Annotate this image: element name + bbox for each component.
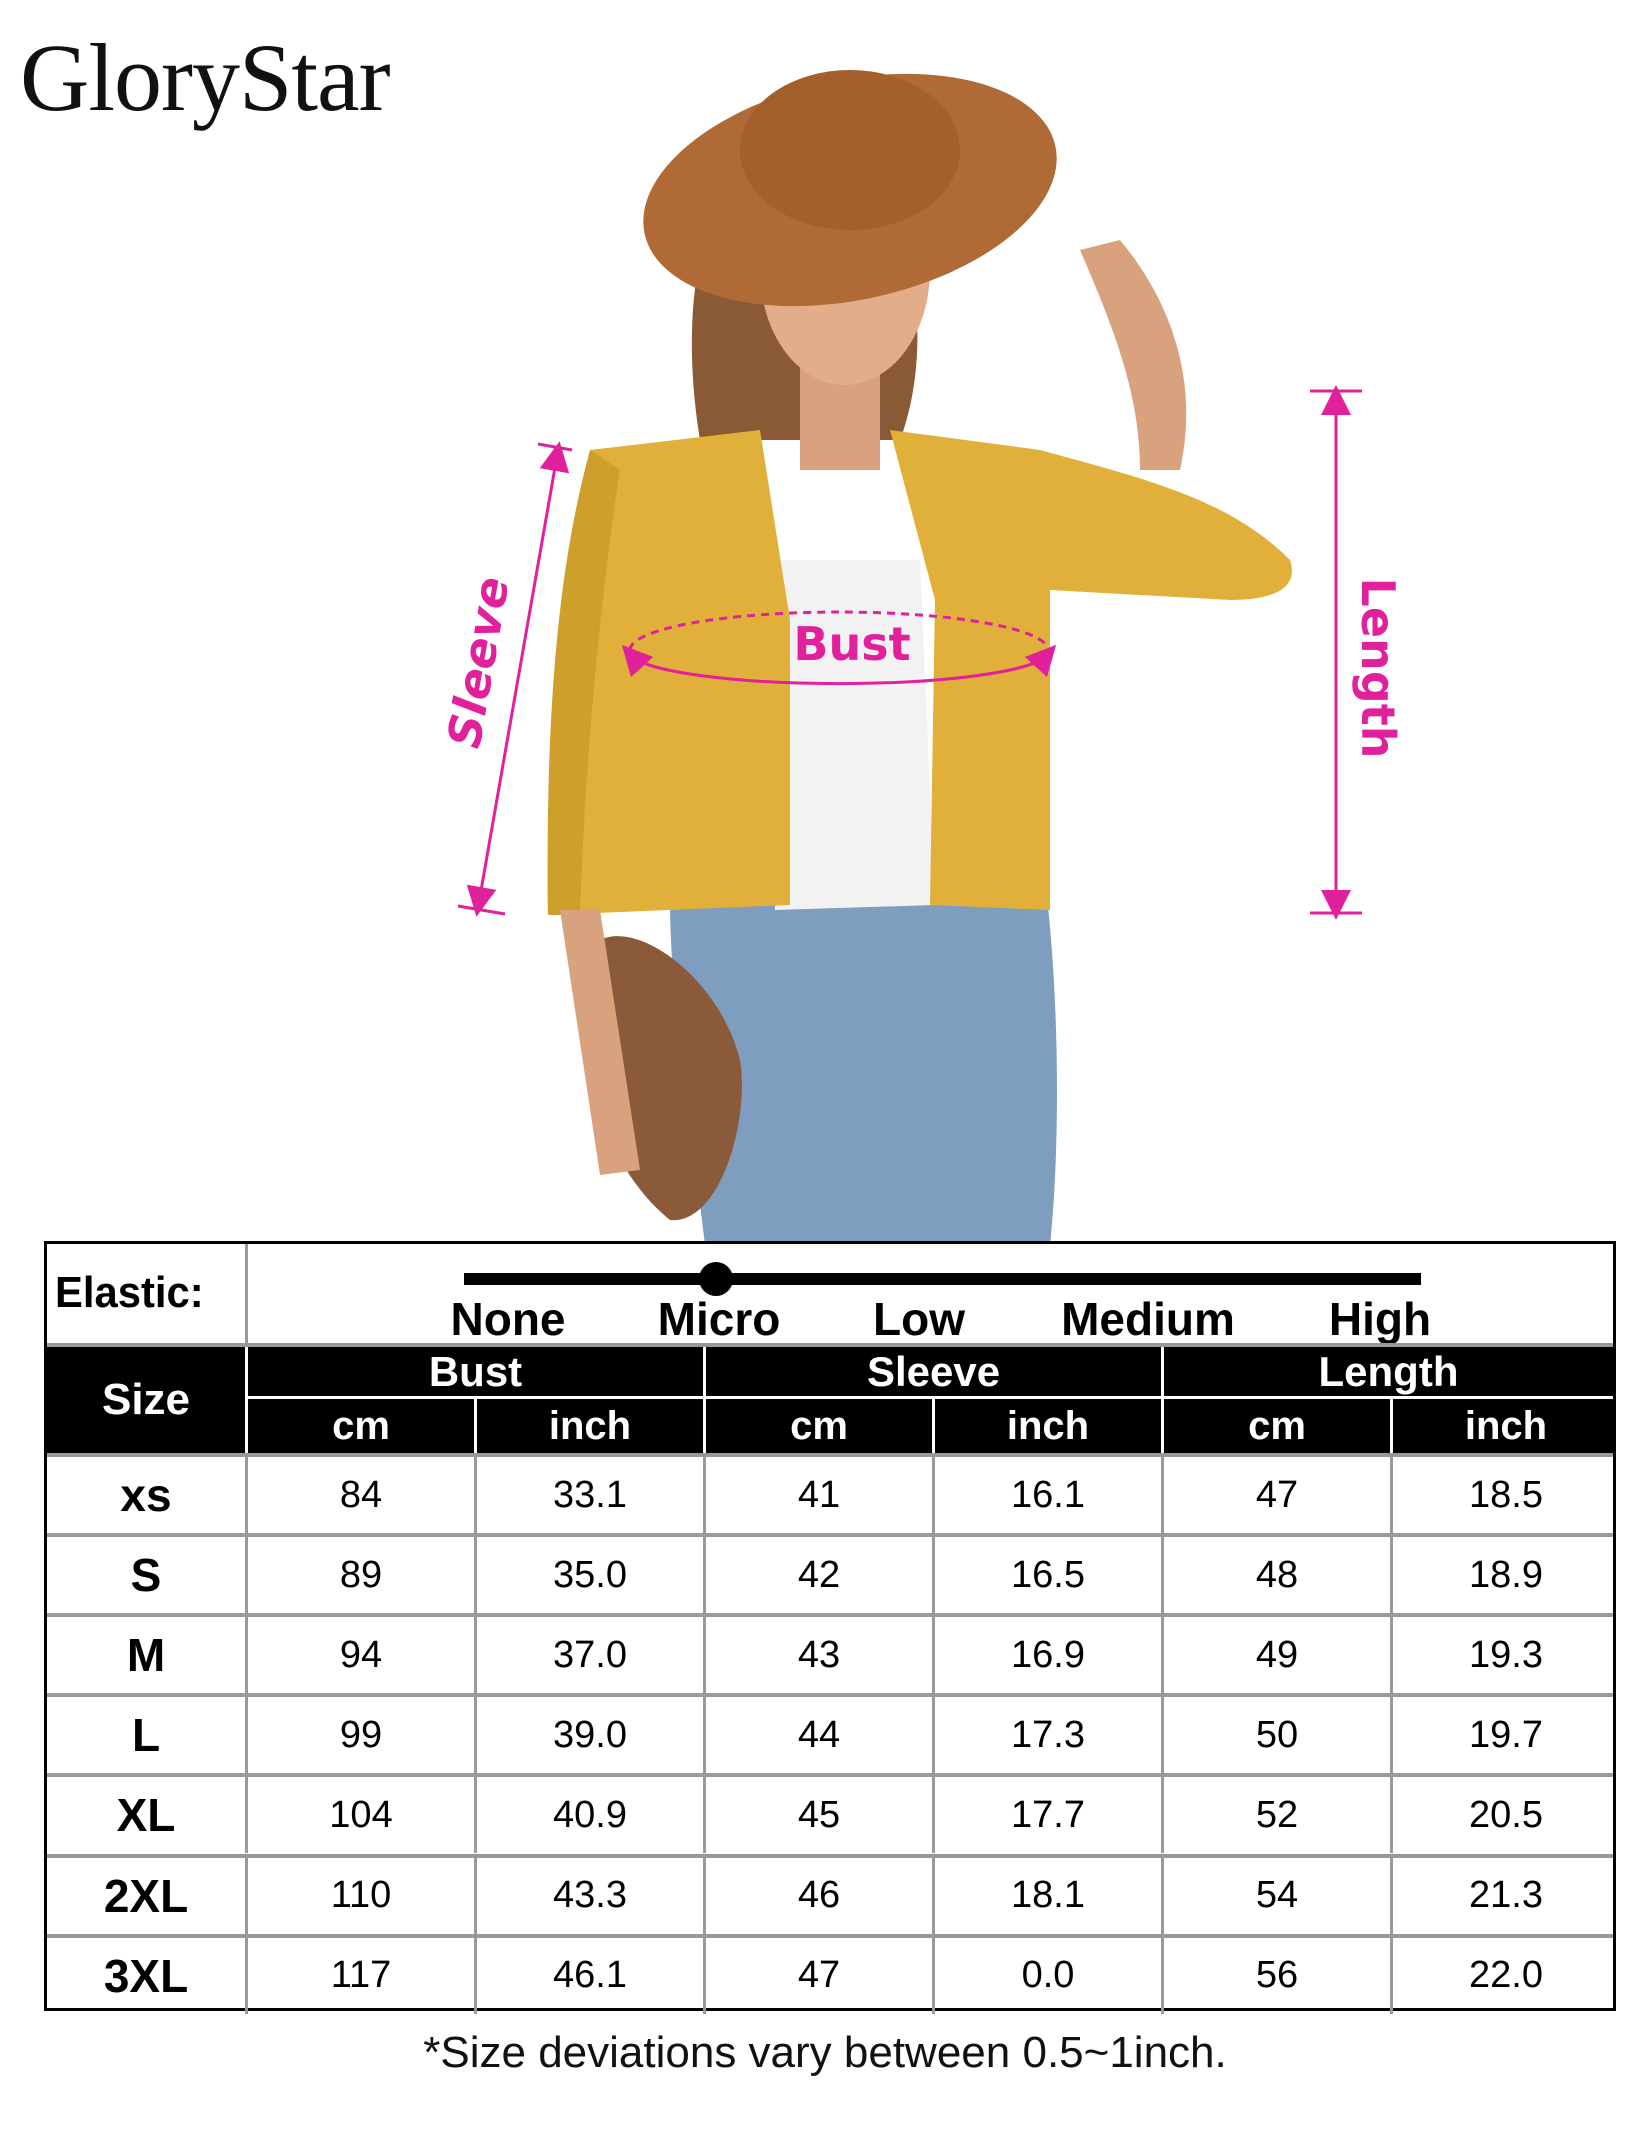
level-high: High — [1328, 1293, 1432, 1345]
value-cell: 47 — [1161, 1457, 1390, 1533]
value-cell: 39.0 — [474, 1697, 703, 1774]
value-cell: 16.9 — [932, 1617, 1161, 1694]
length-measure — [1310, 385, 1362, 920]
value-cell: 22.0 — [1390, 1937, 1619, 2014]
value-cell: 56 — [1161, 1937, 1390, 2014]
value-cell: 110 — [245, 1857, 474, 1934]
model-figure — [547, 70, 1292, 1245]
table-row: 2XL 110 43.3 46 18.1 54 21.3 — [47, 1853, 1613, 1934]
value-cell: 99 — [245, 1697, 474, 1774]
value-cell: 19.7 — [1390, 1697, 1619, 1774]
unit-header-cm: cm — [245, 1399, 474, 1453]
size-chart-table: Elastic: None Micro Low Medium High Size… — [44, 1241, 1616, 2014]
table-row: M 94 37.0 43 16.9 49 19.3 — [47, 1613, 1613, 1694]
value-cell: 42 — [703, 1537, 932, 1614]
value-cell: 21.3 — [1390, 1857, 1619, 1934]
value-cell: 35.0 — [474, 1537, 703, 1614]
value-cell: 16.5 — [932, 1537, 1161, 1614]
bust-label: Bust — [793, 617, 910, 671]
table-row: L 99 39.0 44 17.3 50 19.7 — [47, 1693, 1613, 1774]
value-cell: 33.1 — [474, 1457, 703, 1533]
value-cell: 54 — [1161, 1857, 1390, 1934]
value-cell: 41 — [703, 1457, 932, 1533]
length-header: Length — [1161, 1347, 1613, 1399]
value-cell: 20.5 — [1390, 1777, 1619, 1854]
unit-header-cm: cm — [1161, 1399, 1390, 1453]
elasticity-scale — [464, 1273, 1421, 1285]
bust-header: Bust — [245, 1347, 703, 1399]
value-cell: 45 — [703, 1777, 932, 1854]
unit-header-inch: inch — [474, 1399, 703, 1453]
level-none: None — [450, 1293, 566, 1345]
level-low: Low — [873, 1293, 965, 1345]
value-cell: 43.3 — [474, 1857, 703, 1934]
value-cell: 44 — [703, 1697, 932, 1774]
table-row: XL 104 40.9 45 17.7 52 20.5 — [47, 1773, 1613, 1854]
value-cell: 89 — [245, 1537, 474, 1614]
value-cell: 43 — [703, 1617, 932, 1694]
level-micro: Micro — [657, 1293, 781, 1345]
table-row: 3XL 117 46.1 47 0.0 56 22.0 — [47, 1933, 1613, 2014]
unit-header-cm: cm — [703, 1399, 932, 1453]
elastic-label: Elastic: — [55, 1268, 204, 1317]
size-cell: 3XL — [103, 1949, 189, 2002]
value-cell: 49 — [1161, 1617, 1390, 1694]
value-cell: 18.1 — [932, 1857, 1161, 1934]
sleeve-measure — [457, 441, 573, 917]
size-cell: xs — [120, 1469, 172, 1521]
value-cell: 19.3 — [1390, 1617, 1619, 1694]
value-cell: 17.7 — [932, 1777, 1161, 1854]
value-cell: 0.0 — [932, 1937, 1161, 2014]
value-cell: 18.9 — [1390, 1537, 1619, 1614]
model-photo: Bust Sleeve Length — [437, 70, 1405, 1245]
value-cell: 17.3 — [932, 1697, 1161, 1774]
table-row: S 89 35.0 42 16.5 48 18.9 — [47, 1533, 1613, 1614]
unit-header-inch: inch — [1390, 1399, 1619, 1453]
value-cell: 46.1 — [474, 1937, 703, 2014]
size-cell: 2XL — [103, 1869, 189, 1922]
size-cell: L — [131, 1709, 161, 1762]
footnote: *Size deviations vary between 0.5~1inch. — [423, 2028, 1227, 2077]
bust-measure — [621, 610, 1057, 686]
value-cell: 48 — [1161, 1537, 1390, 1614]
length-label: Length — [1351, 578, 1405, 759]
brand-logo: GloryStar — [20, 24, 391, 131]
level-medium: Medium — [1061, 1293, 1235, 1345]
size-cell: XL — [116, 1789, 176, 1842]
value-cell: 104 — [245, 1777, 474, 1854]
value-cell: 52 — [1161, 1777, 1390, 1854]
size-header: Size — [101, 1375, 191, 1424]
value-cell: 47 — [703, 1937, 932, 2014]
value-cell: 50 — [1161, 1697, 1390, 1774]
value-cell: 16.1 — [932, 1457, 1161, 1533]
elasticity-marker — [699, 1262, 733, 1296]
size-cell: M — [126, 1629, 166, 1682]
value-cell: 18.5 — [1390, 1457, 1619, 1533]
sleeve-label: Sleeve — [437, 573, 520, 752]
value-cell: 94 — [245, 1617, 474, 1694]
value-cell: 84 — [245, 1457, 474, 1533]
size-cell: S — [130, 1549, 162, 1602]
table-row: xs 84 33.1 41 16.1 47 18.5 — [47, 1453, 1613, 1533]
table-header: Size Bust Sleeve Length cm inch cm inch cm in… — [47, 1343, 1613, 1453]
divider — [245, 1244, 248, 1343]
value-cell: 40.9 — [474, 1777, 703, 1854]
unit-header-inch: inch — [932, 1399, 1161, 1453]
value-cell: 117 — [245, 1937, 474, 2014]
value-cell: 46 — [703, 1857, 932, 1934]
value-cell: 37.0 — [474, 1617, 703, 1694]
sleeve-header: Sleeve — [703, 1347, 1161, 1399]
